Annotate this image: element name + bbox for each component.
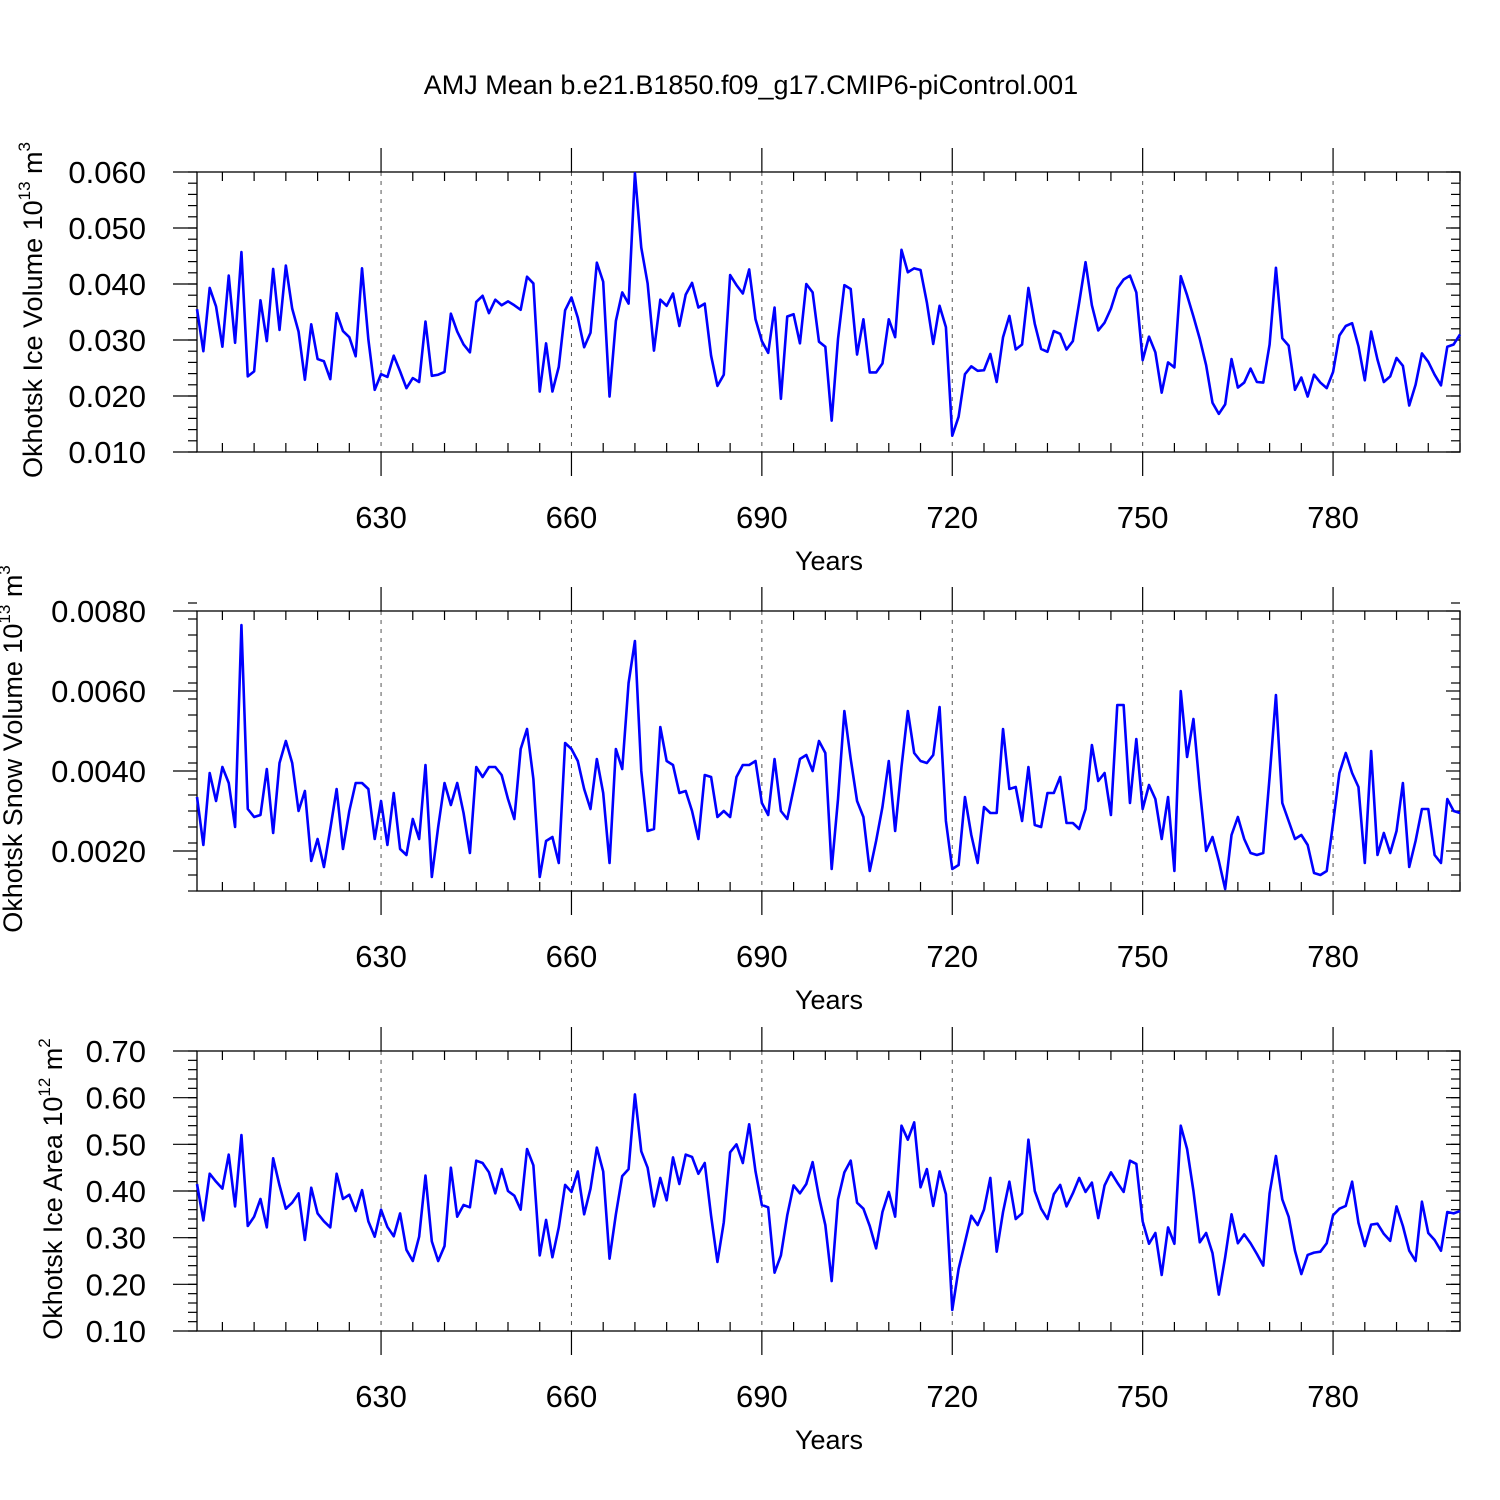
ice-volume-x-tick-label: 660 (546, 500, 598, 535)
ice-volume-y-tick-label: 0.030 (68, 323, 146, 358)
ice-volume-x-tick-label: 720 (926, 500, 978, 535)
ice-volume-y-tick-label: 0.010 (68, 435, 146, 470)
ice-volume-y-tick-label: 0.050 (68, 211, 146, 246)
snow-volume-y-tick-label: 0.0040 (51, 754, 146, 789)
ice-volume-x-tick-label: 690 (736, 500, 788, 535)
snow-volume-y-tick-label: 0.0080 (51, 594, 146, 629)
ice-area-x-tick-label: 660 (546, 1379, 598, 1414)
ice-volume-y-tick-label: 0.040 (68, 267, 146, 302)
snow-volume-x-tick-label: 750 (1117, 939, 1169, 974)
ice-volume-x-tick-label: 780 (1307, 500, 1359, 535)
ice-area-x-tick-label: 630 (355, 1379, 407, 1414)
ice-area-y-axis-label: Okhotsk Ice Area 1012 m2 (35, 1038, 68, 1340)
ice-area-panel: 630 660 690 720 750 780 0.10 0.20 0.30 0.40 0.50 0.… (35, 1027, 1461, 1455)
snow-volume-panel: 630 660 690 720 750 780 0.0020 0.0040 0.0060 0.00… (0, 565, 1461, 1015)
ice-area-y-tick-label: 0.40 (86, 1174, 146, 1209)
snow-volume-plot-frame (196, 610, 1461, 892)
ice-volume-x-tick-label: 630 (355, 500, 407, 535)
snow-volume-y-tick-label: 0.0060 (51, 674, 146, 709)
ice-volume-plot-frame (196, 171, 1461, 453)
ice-area-y-tick-label: 0.30 (86, 1221, 146, 1256)
ice-volume-x-tick-label: 750 (1117, 500, 1169, 535)
snow-volume-x-tick-label: 780 (1307, 939, 1359, 974)
snow-volume-x-tick-label: 690 (736, 939, 788, 974)
snow-volume-x-axis-label: Years (795, 985, 863, 1015)
ice-area-y-tick-label: 0.70 (86, 1034, 146, 1069)
snow-volume-x-tick-label: 720 (926, 939, 978, 974)
ice-area-y-tick-label: 0.50 (86, 1127, 146, 1162)
ice-area-x-tick-label: 720 (926, 1379, 978, 1414)
snow-volume-x-tick-label: 630 (355, 939, 407, 974)
ice-volume-y-axis-label: Okhotsk Ice Volume 1013 m3 (15, 142, 48, 478)
ice-volume-series-line (195, 171, 1462, 438)
ice-area-y-tick-label: 0.20 (86, 1267, 146, 1302)
ice-volume-y-tick-label: 0.020 (68, 379, 146, 414)
ice-area-x-tick-label: 750 (1117, 1379, 1169, 1414)
snow-volume-x-tick-label: 660 (546, 939, 598, 974)
snow-volume-y-axis-label: Okhotsk Snow Volume 1013 m3 (0, 565, 28, 933)
ice-area-x-tick-label: 690 (736, 1379, 788, 1414)
ice-area-x-tick-label: 780 (1307, 1379, 1359, 1414)
ice-volume-y-tick-label: 0.060 (68, 155, 146, 190)
ice-area-x-axis-label: Years (795, 1425, 863, 1455)
snow-volume-y-tick-label: 0.0020 (51, 834, 146, 869)
snow-volume-series-line (195, 623, 1461, 891)
figure-title: AMJ Mean b.e21.B1850.f09_g17.CMIP6-piCon… (424, 70, 1078, 100)
ice-area-series-line (195, 1093, 1461, 1312)
ice-volume-x-axis-label: Years (795, 546, 863, 576)
ice-volume-panel: 630 660 690 720 750 780 0.010 0.020 0.030 0.040 0.… (15, 142, 1462, 576)
ice-area-y-tick-label: 0.10 (86, 1314, 146, 1349)
ice-area-y-tick-label: 0.60 (86, 1081, 146, 1116)
